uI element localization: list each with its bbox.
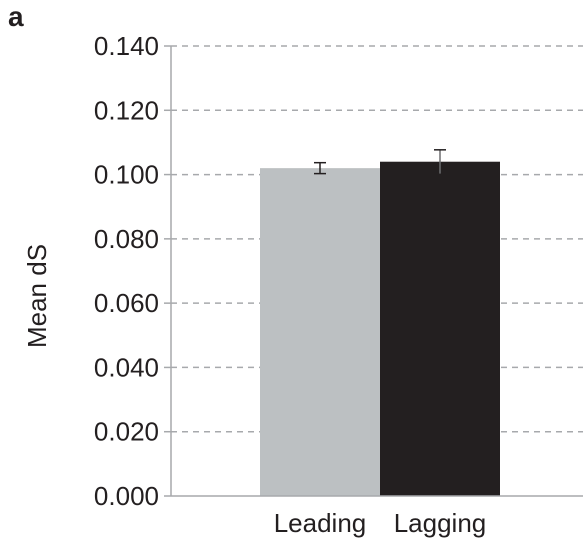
bar-lagging	[380, 161, 500, 496]
panel-label: a	[8, 1, 24, 32]
x-tick-label: Lagging	[394, 508, 487, 538]
y-tick-label: 0.020	[94, 417, 159, 447]
gridlines	[171, 45, 583, 433]
y-tick-label: 0.080	[94, 224, 159, 254]
bar-leading	[260, 168, 380, 496]
x-tick-labels: Leading Lagging	[274, 508, 487, 538]
y-tick-label: 0.120	[94, 95, 159, 125]
x-tick-label: Leading	[274, 508, 367, 538]
y-tick-label: 0.060	[94, 288, 159, 318]
y-axis-label: Mean dS	[22, 244, 52, 348]
y-tick-labels: 0.000 0.020 0.040 0.060 0.080 0.100 0.120 0.140	[94, 31, 159, 511]
y-tick-label: 0.100	[94, 160, 159, 190]
bars	[260, 161, 500, 496]
error-bars	[314, 149, 446, 175]
y-tick-label: 0.140	[94, 31, 159, 61]
y-tick-label: 0.000	[94, 481, 159, 511]
axes	[164, 45, 583, 497]
y-tick-label: 0.040	[94, 352, 159, 382]
